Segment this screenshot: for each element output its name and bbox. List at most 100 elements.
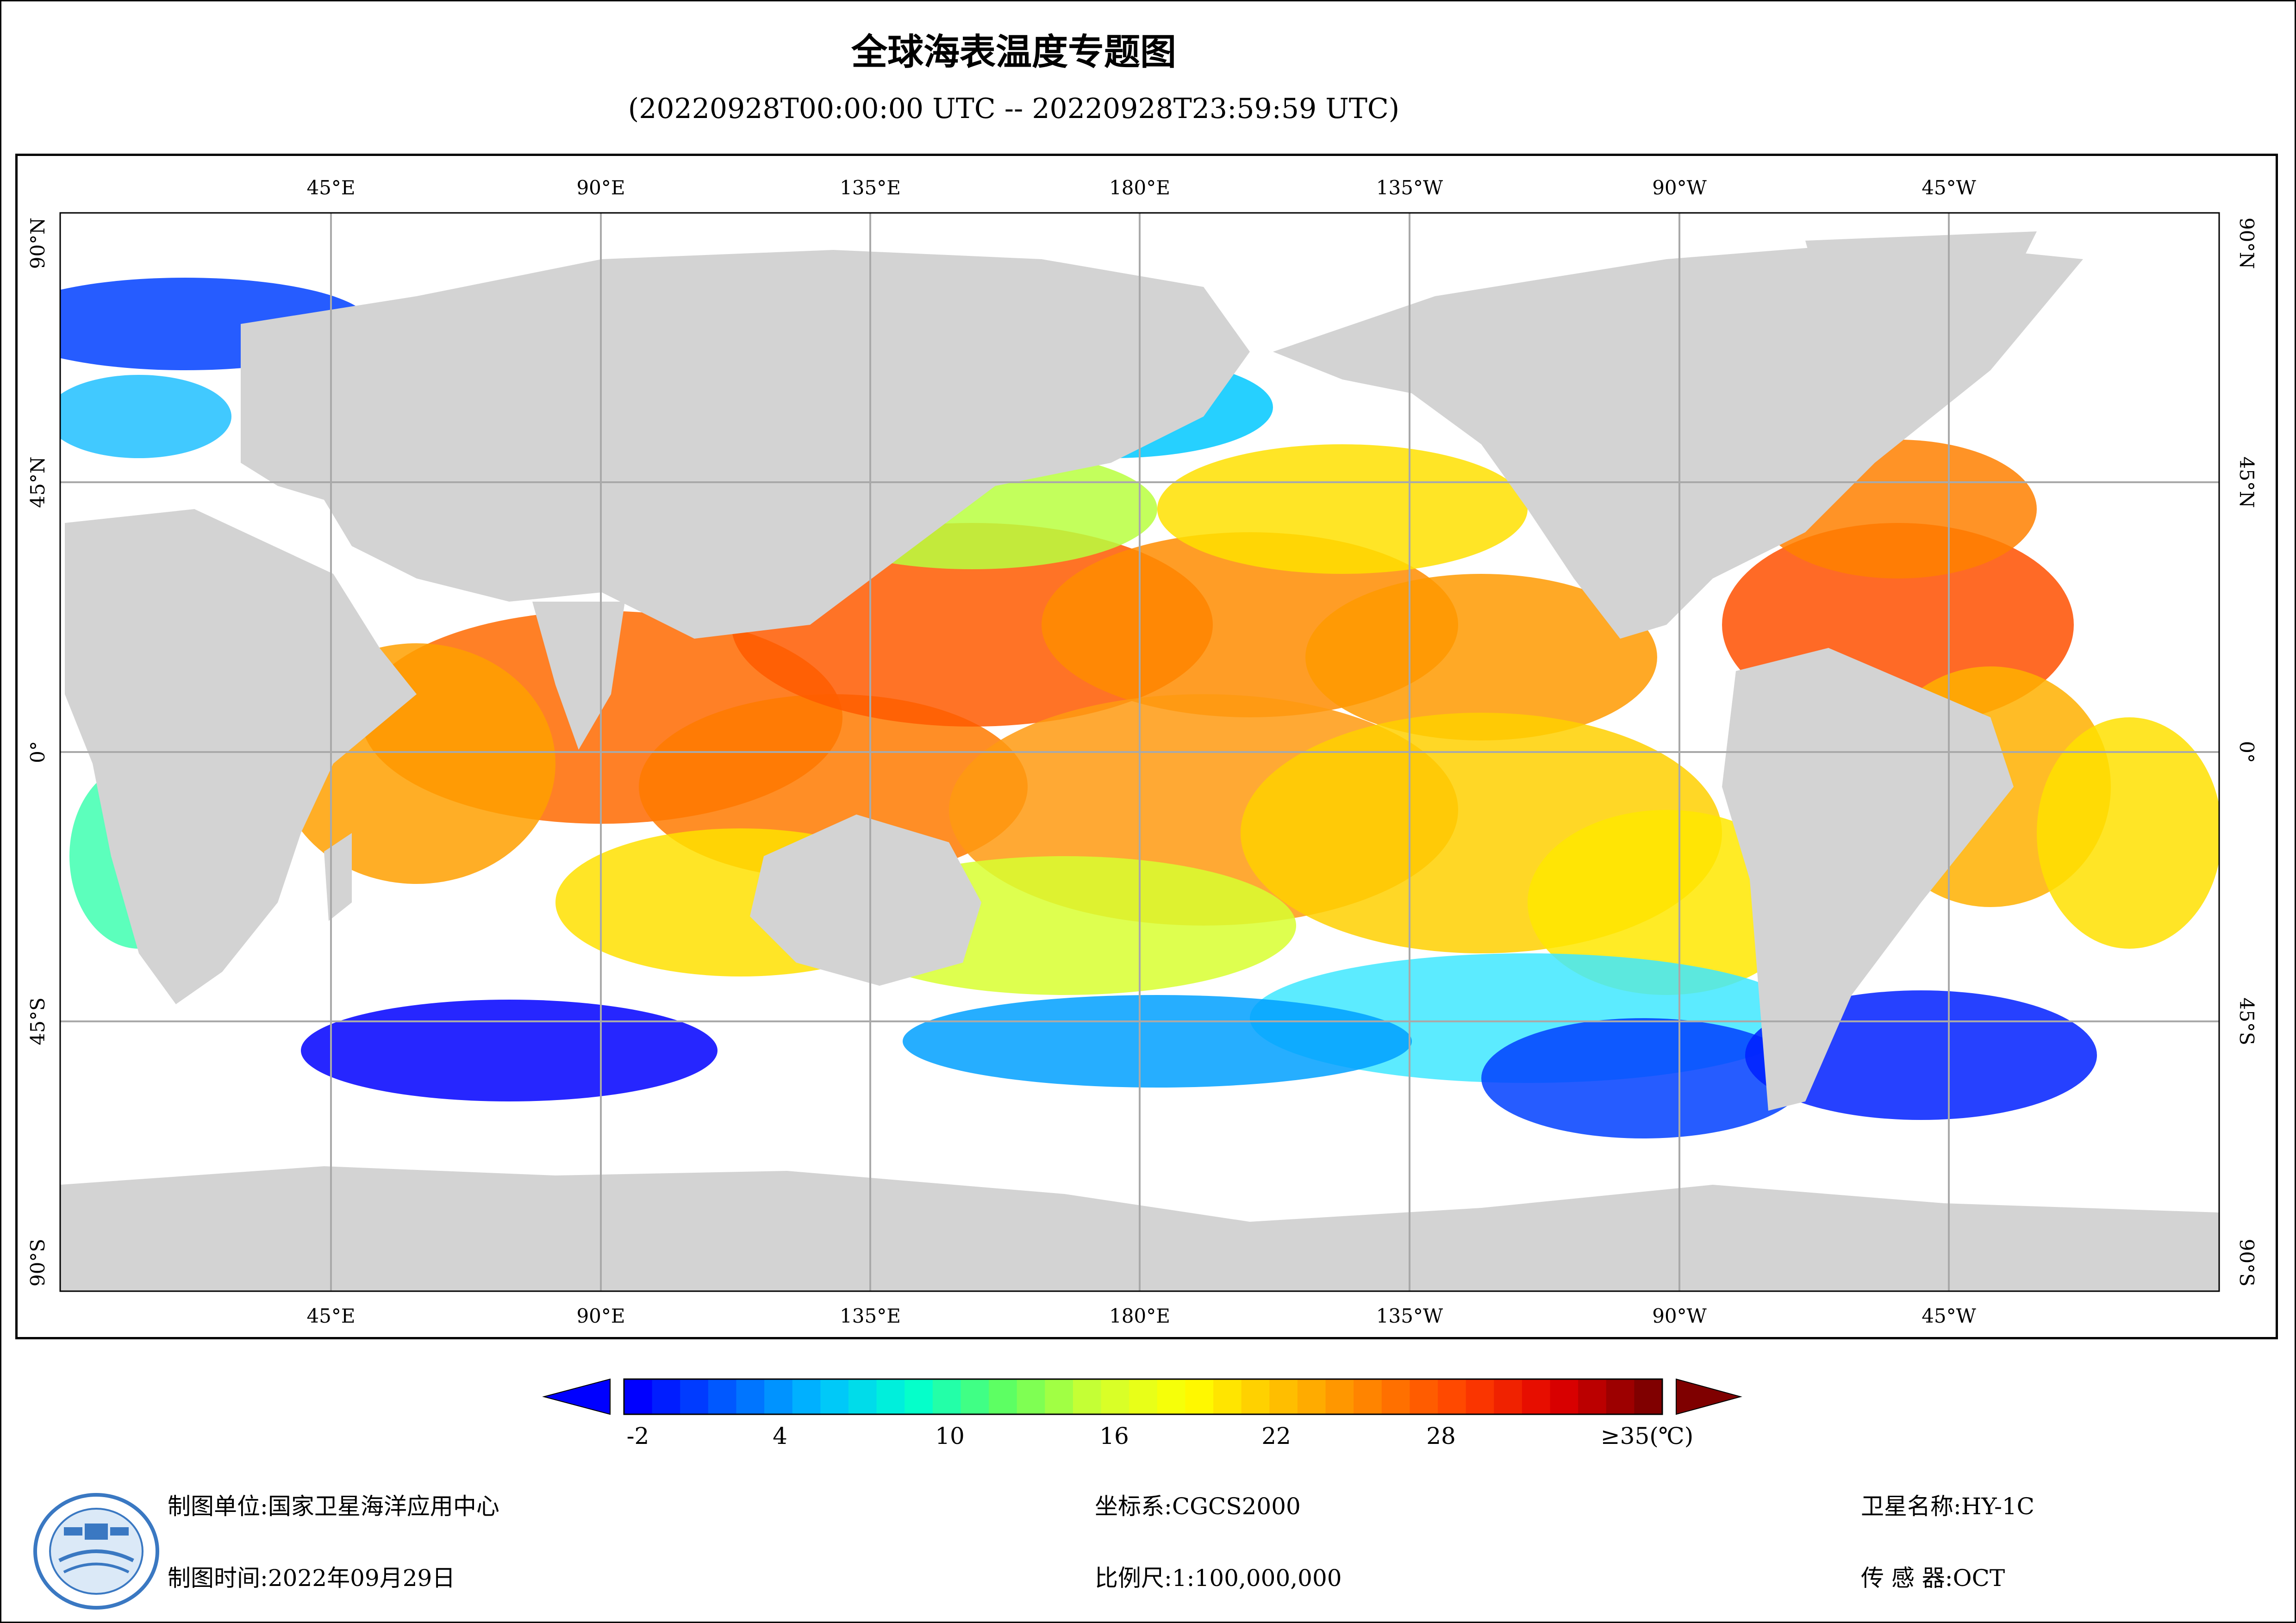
crs-value: CGCS2000 bbox=[1172, 1493, 1301, 1520]
legend-color-bin bbox=[1297, 1379, 1326, 1414]
legend-color-bins bbox=[624, 1379, 1663, 1414]
legend-color-bin bbox=[652, 1379, 680, 1414]
map-frame bbox=[15, 154, 2278, 1339]
legend-tick-label: ≥35(℃) bbox=[1601, 1423, 1693, 1449]
legend-tick-label: 22 bbox=[1261, 1423, 1291, 1449]
scale-label: 比例尺: bbox=[1095, 1565, 1172, 1592]
legend-tick-label: 16 bbox=[1099, 1423, 1129, 1449]
legend-color-bin bbox=[848, 1379, 877, 1414]
sst-patch bbox=[2037, 717, 2219, 949]
legend-color-bin bbox=[1606, 1379, 1635, 1414]
sst-patch bbox=[1157, 444, 1528, 574]
eurasia-land bbox=[241, 250, 1250, 639]
legend-color-bin bbox=[1550, 1379, 1578, 1414]
crs-label: 坐标系: bbox=[1095, 1493, 1172, 1520]
lon-label-top: 45°W bbox=[1922, 176, 1976, 199]
sst-patch bbox=[60, 375, 231, 458]
lon-label-top: 90°W bbox=[1652, 176, 1707, 199]
legend-color-bin bbox=[680, 1379, 709, 1414]
sst-patch bbox=[1528, 810, 1805, 995]
lon-label-top: 135°E bbox=[840, 176, 901, 199]
nsoas-logo bbox=[33, 1493, 159, 1610]
legend-color-bin bbox=[932, 1379, 961, 1414]
legend-color-bin bbox=[1494, 1379, 1522, 1414]
legend-color-bin bbox=[1634, 1379, 1663, 1414]
lon-label-top: 45°E bbox=[306, 176, 355, 199]
satellite-value: HY-1C bbox=[1961, 1493, 2034, 1520]
legend-color-bin bbox=[1129, 1379, 1158, 1414]
org-value: 国家卫星海洋应用中心 bbox=[268, 1493, 499, 1520]
australia-land bbox=[750, 815, 981, 986]
lat-label-right: 45°S bbox=[2235, 997, 2258, 1045]
legend-tick-label: -2 bbox=[627, 1423, 649, 1449]
page-title: 全球海表温度专题图 bbox=[851, 31, 1176, 73]
graticule bbox=[60, 213, 2219, 1291]
lon-label-bottom: 90°W bbox=[1652, 1305, 1707, 1327]
sst-patch bbox=[301, 1000, 718, 1101]
legend-color-bin bbox=[905, 1379, 933, 1414]
legend-tick-label: 10 bbox=[935, 1423, 965, 1449]
legend-color-bin bbox=[1101, 1379, 1129, 1414]
lat-label-left: 0° bbox=[26, 741, 49, 763]
legend-color-bin bbox=[792, 1379, 821, 1414]
lat-label-left: 90°S bbox=[26, 1239, 49, 1287]
satellite-label: 卫星名称: bbox=[1861, 1493, 1961, 1520]
sst-patch bbox=[1305, 574, 1657, 740]
lat-label-left: 45°S bbox=[26, 997, 49, 1045]
legend-color-bin bbox=[961, 1379, 989, 1414]
legend-color-bin bbox=[1325, 1379, 1354, 1414]
greenland-land bbox=[1805, 231, 2037, 361]
lon-label-bottom: 45°E bbox=[306, 1305, 355, 1327]
lon-label-bottom: 45°W bbox=[1922, 1305, 1976, 1327]
lon-label-bottom: 90°E bbox=[576, 1305, 625, 1327]
legend-color-bin bbox=[876, 1379, 905, 1414]
legend-color-bin bbox=[1185, 1379, 1214, 1414]
footer-crs: 坐标系:CGCS2000 bbox=[1095, 1488, 1301, 1521]
footer-sensor: 传 感 器:OCT bbox=[1861, 1560, 2005, 1593]
sst-patch bbox=[1481, 1018, 1805, 1138]
legend-color-bin bbox=[989, 1379, 1017, 1414]
time-label: 制图时间: bbox=[168, 1565, 268, 1592]
sensor-value: OCT bbox=[1953, 1565, 2005, 1592]
legend-color-bin bbox=[1410, 1379, 1438, 1414]
legend-color-bin bbox=[1073, 1379, 1102, 1414]
legend-color-bin bbox=[1466, 1379, 1494, 1414]
footer-org: 制图单位:国家卫星海洋应用中心 bbox=[168, 1488, 499, 1521]
lat-label-left: 90°N bbox=[26, 218, 49, 269]
lon-label-bottom: 135°W bbox=[1376, 1305, 1443, 1327]
time-value: 2022年09月29日 bbox=[268, 1565, 455, 1592]
legend-color-bin bbox=[1045, 1379, 1073, 1414]
lat-label-left: 45°N bbox=[26, 456, 49, 508]
latitude-labels-left: 90°N 45°N 0° 45°S 90°S bbox=[26, 218, 49, 1287]
lon-label-bottom: 135°E bbox=[840, 1305, 901, 1327]
lon-label-top: 180°E bbox=[1109, 176, 1170, 199]
color-legend: -2 4 10 16 22 28 ≥35(℃) bbox=[542, 1378, 1742, 1449]
map-border bbox=[59, 212, 2220, 1292]
legend-color-bin bbox=[1157, 1379, 1185, 1414]
legend-color-bin bbox=[820, 1379, 849, 1414]
longitude-labels-bottom: 45°E 90°E 135°E 180°E 135°W 90°W 45°W bbox=[306, 1305, 1976, 1327]
lon-label-top: 135°W bbox=[1376, 176, 1443, 199]
legend-color-bin bbox=[1017, 1379, 1045, 1414]
legend-color-bin bbox=[1381, 1379, 1410, 1414]
africa-land bbox=[65, 509, 417, 1004]
lat-label-right: 90°S bbox=[2235, 1239, 2258, 1287]
longitude-labels-top: 45°E 90°E 135°E 180°E 135°W 90°W 45°W bbox=[306, 176, 1976, 199]
legend-over-arrow bbox=[1676, 1378, 1742, 1415]
lon-label-top: 90°E bbox=[576, 176, 625, 199]
legend-tick-label: 28 bbox=[1426, 1423, 1456, 1449]
legend-color-bin bbox=[1354, 1379, 1382, 1414]
sst-patch bbox=[903, 995, 1412, 1088]
legend-color-bin bbox=[1269, 1379, 1298, 1414]
org-label: 制图单位: bbox=[168, 1493, 268, 1520]
lat-label-right: 0° bbox=[2235, 741, 2258, 763]
legend-color-bin bbox=[1522, 1379, 1551, 1414]
latitude-labels-right: 90°N 45°N 0° 45°S 90°S bbox=[2235, 218, 2258, 1287]
sst-map: 45°E 90°E 135°E 180°E 135°W 90°W 45°W 45°E 90°E… bbox=[26, 176, 2258, 1327]
footer-satellite: 卫星名称:HY-1C bbox=[1861, 1488, 2034, 1521]
scale-value: 1:100,000,000 bbox=[1172, 1565, 1342, 1592]
legend-bar-border bbox=[623, 1378, 1663, 1415]
legend-color-bin bbox=[736, 1379, 765, 1414]
legend-color-bin bbox=[624, 1379, 653, 1414]
lat-label-right: 90°N bbox=[2235, 218, 2258, 269]
